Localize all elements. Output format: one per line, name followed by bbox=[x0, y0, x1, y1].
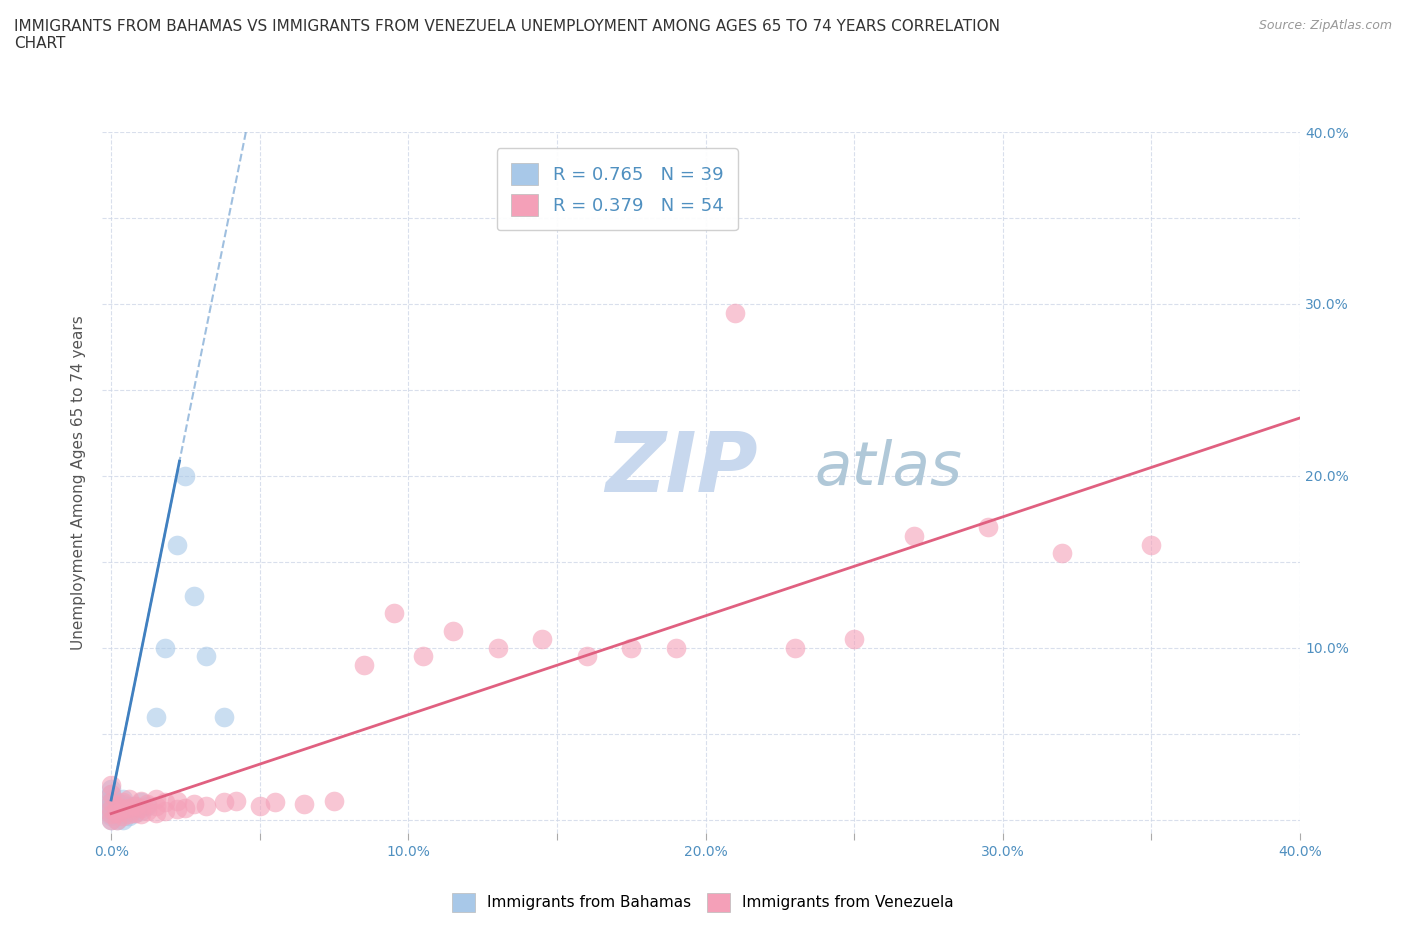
Point bbox=[486, 641, 509, 656]
Point bbox=[153, 641, 176, 656]
Point bbox=[263, 795, 285, 810]
Point bbox=[441, 623, 464, 638]
Point bbox=[118, 804, 141, 818]
Point bbox=[174, 469, 197, 484]
Point bbox=[124, 799, 146, 814]
Point bbox=[105, 805, 128, 820]
Point bbox=[111, 812, 134, 827]
Point bbox=[100, 812, 122, 827]
Point bbox=[195, 799, 218, 814]
Point bbox=[135, 799, 157, 814]
Point bbox=[977, 520, 1000, 535]
Point bbox=[118, 800, 141, 815]
Point bbox=[100, 802, 122, 817]
Point bbox=[100, 805, 122, 820]
Point bbox=[665, 641, 688, 656]
Point bbox=[129, 800, 152, 815]
Text: ZIP: ZIP bbox=[606, 428, 758, 510]
Point bbox=[100, 807, 122, 822]
Text: IMMIGRANTS FROM BAHAMAS VS IMMIGRANTS FROM VENEZUELA UNEMPLOYMENT AMONG AGES 65 : IMMIGRANTS FROM BAHAMAS VS IMMIGRANTS FR… bbox=[14, 19, 1000, 51]
Legend: Immigrants from Bahamas, Immigrants from Venezuela: Immigrants from Bahamas, Immigrants from… bbox=[446, 887, 960, 918]
Point bbox=[100, 781, 122, 796]
Point bbox=[353, 658, 375, 672]
Point bbox=[166, 802, 188, 817]
Point bbox=[105, 812, 128, 827]
Point bbox=[135, 804, 157, 818]
Point bbox=[903, 528, 925, 543]
Point bbox=[844, 631, 866, 646]
Text: Source: ZipAtlas.com: Source: ZipAtlas.com bbox=[1258, 19, 1392, 32]
Point bbox=[100, 809, 122, 824]
Point bbox=[382, 606, 405, 621]
Point bbox=[153, 795, 176, 810]
Point bbox=[412, 649, 434, 664]
Point bbox=[145, 791, 167, 806]
Point bbox=[620, 641, 643, 656]
Point bbox=[100, 795, 122, 810]
Point bbox=[111, 809, 134, 824]
Point bbox=[100, 795, 122, 810]
Point bbox=[111, 802, 134, 817]
Point bbox=[100, 787, 122, 802]
Point bbox=[129, 804, 152, 818]
Point bbox=[166, 538, 188, 552]
Point bbox=[575, 649, 598, 664]
Point bbox=[111, 807, 134, 822]
Point bbox=[249, 799, 271, 814]
Point bbox=[100, 791, 122, 806]
Point bbox=[174, 800, 197, 815]
Point bbox=[724, 305, 747, 320]
Y-axis label: Unemployment Among Ages 65 to 74 years: Unemployment Among Ages 65 to 74 years bbox=[72, 315, 86, 650]
Point bbox=[105, 799, 128, 814]
Point bbox=[292, 797, 315, 812]
Legend: R = 0.765   N = 39, R = 0.379   N = 54: R = 0.765 N = 39, R = 0.379 N = 54 bbox=[496, 148, 738, 230]
Text: atlas: atlas bbox=[815, 439, 963, 498]
Point bbox=[124, 805, 146, 820]
Point bbox=[783, 641, 806, 656]
Point bbox=[100, 787, 122, 802]
Point bbox=[118, 791, 141, 806]
Point bbox=[129, 795, 152, 810]
Point bbox=[124, 799, 146, 814]
Point bbox=[118, 807, 141, 822]
Point bbox=[111, 797, 134, 812]
Point bbox=[195, 649, 218, 664]
Point bbox=[100, 802, 122, 817]
Point bbox=[225, 793, 247, 808]
Point bbox=[145, 805, 167, 820]
Point bbox=[135, 797, 157, 812]
Point bbox=[1140, 538, 1163, 552]
Point bbox=[212, 795, 235, 810]
Point bbox=[111, 802, 134, 817]
Point bbox=[166, 793, 188, 808]
Point bbox=[118, 799, 141, 814]
Point bbox=[111, 795, 134, 810]
Point bbox=[1052, 546, 1074, 561]
Point bbox=[145, 709, 167, 724]
Point bbox=[183, 797, 205, 812]
Point bbox=[111, 791, 134, 806]
Point bbox=[105, 812, 128, 827]
Point bbox=[105, 807, 128, 822]
Point bbox=[323, 793, 346, 808]
Point bbox=[100, 812, 122, 827]
Point bbox=[100, 799, 122, 814]
Point bbox=[145, 799, 167, 814]
Point bbox=[129, 807, 152, 822]
Point bbox=[183, 589, 205, 604]
Point bbox=[118, 809, 141, 824]
Point bbox=[124, 805, 146, 820]
Point bbox=[531, 631, 554, 646]
Point bbox=[105, 795, 128, 810]
Point bbox=[100, 777, 122, 792]
Point bbox=[105, 802, 128, 817]
Point bbox=[153, 804, 176, 818]
Point bbox=[129, 793, 152, 808]
Point bbox=[212, 709, 235, 724]
